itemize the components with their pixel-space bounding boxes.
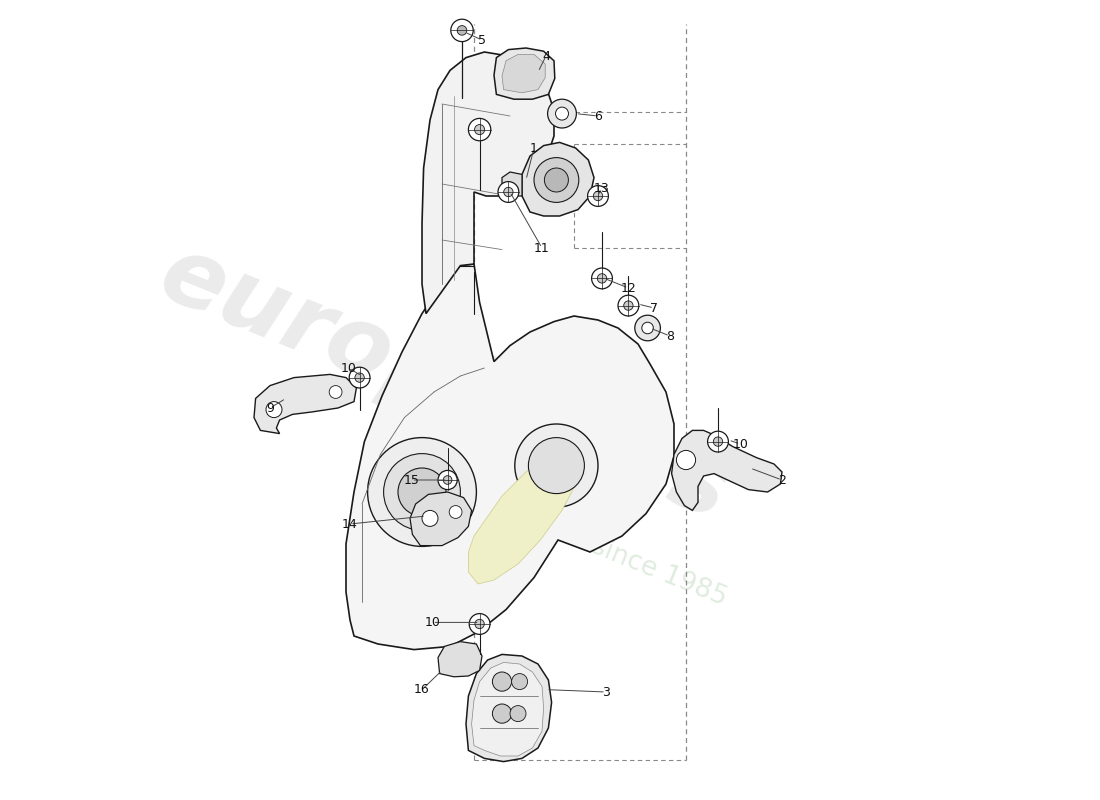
Polygon shape <box>254 374 356 434</box>
Text: 1: 1 <box>530 142 538 154</box>
Text: 6: 6 <box>594 110 602 122</box>
Circle shape <box>548 99 576 128</box>
Circle shape <box>451 19 473 42</box>
Text: 10: 10 <box>733 438 748 450</box>
Circle shape <box>474 125 485 134</box>
Circle shape <box>493 704 512 723</box>
Text: 14: 14 <box>342 518 358 530</box>
Polygon shape <box>410 492 472 546</box>
Circle shape <box>624 301 634 310</box>
Circle shape <box>593 191 603 201</box>
Text: 11: 11 <box>535 242 550 254</box>
Polygon shape <box>466 654 551 762</box>
Text: 13: 13 <box>593 182 609 194</box>
Text: 16: 16 <box>414 683 430 696</box>
Circle shape <box>544 168 569 192</box>
Text: 15: 15 <box>404 474 419 486</box>
Polygon shape <box>672 430 782 510</box>
Circle shape <box>587 186 608 206</box>
Polygon shape <box>502 54 546 93</box>
Polygon shape <box>522 142 594 216</box>
Circle shape <box>592 268 613 289</box>
Circle shape <box>329 386 342 398</box>
Circle shape <box>597 274 607 283</box>
Circle shape <box>534 158 579 202</box>
Polygon shape <box>469 446 582 584</box>
Polygon shape <box>494 48 554 99</box>
Circle shape <box>504 187 513 197</box>
Circle shape <box>443 476 452 484</box>
Circle shape <box>676 450 695 470</box>
Polygon shape <box>422 52 554 314</box>
Text: 3: 3 <box>602 686 609 698</box>
Circle shape <box>498 182 519 202</box>
Polygon shape <box>502 172 522 196</box>
Circle shape <box>635 315 660 341</box>
Circle shape <box>556 107 569 120</box>
Text: 10: 10 <box>341 362 356 374</box>
Polygon shape <box>472 662 543 756</box>
Circle shape <box>422 510 438 526</box>
Text: 9: 9 <box>266 402 274 414</box>
Circle shape <box>458 26 466 35</box>
Circle shape <box>349 367 370 388</box>
Circle shape <box>528 438 584 494</box>
Circle shape <box>475 619 484 629</box>
Circle shape <box>641 322 653 334</box>
Circle shape <box>384 454 461 530</box>
Circle shape <box>515 424 598 507</box>
Polygon shape <box>346 264 674 650</box>
Circle shape <box>510 706 526 722</box>
Circle shape <box>512 674 528 690</box>
Circle shape <box>438 470 458 490</box>
Text: a passion for you since 1985: a passion for you since 1985 <box>370 445 730 611</box>
Text: 2: 2 <box>778 474 785 486</box>
Circle shape <box>449 506 462 518</box>
Circle shape <box>398 468 446 516</box>
Circle shape <box>618 295 639 316</box>
Text: 7: 7 <box>650 302 658 314</box>
Circle shape <box>469 118 491 141</box>
Text: 10: 10 <box>425 616 440 629</box>
Circle shape <box>470 614 490 634</box>
Text: 4: 4 <box>542 50 550 62</box>
Circle shape <box>707 431 728 452</box>
Text: 5: 5 <box>478 34 486 46</box>
Circle shape <box>355 373 364 382</box>
Polygon shape <box>438 642 482 677</box>
Circle shape <box>493 672 512 691</box>
Circle shape <box>367 438 476 546</box>
Text: europ2etes: europ2etes <box>146 228 742 540</box>
Text: 12: 12 <box>620 282 636 294</box>
Text: 8: 8 <box>666 330 674 342</box>
Circle shape <box>713 437 723 446</box>
Circle shape <box>266 402 282 418</box>
